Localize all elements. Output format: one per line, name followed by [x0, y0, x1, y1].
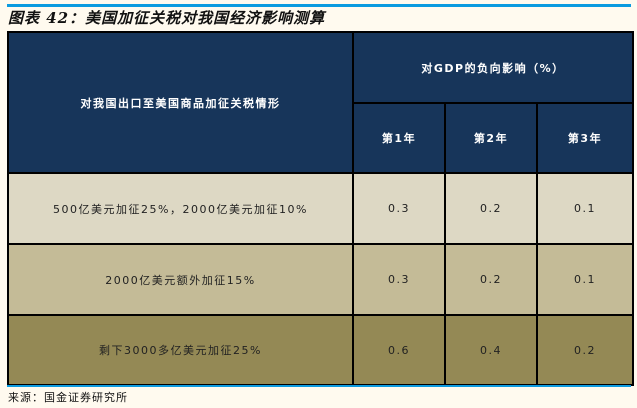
- table-row: 剩下3000多亿美元加征25% 0.6 0.4 0.2: [7, 314, 634, 386]
- gdp-impact-group-header: 对GDP的负向影响（%）: [352, 31, 634, 104]
- scenario-header: 对我国出口至美国商品加征关税情形: [7, 31, 354, 174]
- value-cell: 0.3: [352, 172, 446, 245]
- value-cell: 0.3: [352, 243, 446, 316]
- scenario-cell: 500亿美元加征25%，2000亿美元加征10%: [7, 172, 354, 245]
- value-cell: 0.4: [444, 314, 538, 386]
- gdp-impact-table: 对我国出口至美国商品加征关税情形 对GDP的负向影响（%） 第1年 第2年 第3…: [7, 31, 634, 386]
- bottom-accent-line: [7, 385, 631, 387]
- top-accent-line: [7, 4, 631, 7]
- scenario-cell: 剩下3000多亿美元加征25%: [7, 314, 354, 386]
- value-cell: 0.1: [536, 243, 634, 316]
- table-row: 500亿美元加征25%，2000亿美元加征10% 0.3 0.2 0.1: [7, 172, 634, 245]
- column-header-year-1: 第1年: [352, 102, 446, 174]
- column-header-year-3: 第3年: [536, 102, 634, 174]
- column-header-year-2: 第2年: [444, 102, 538, 174]
- value-cell: 0.1: [536, 172, 634, 245]
- value-cell: 0.2: [536, 314, 634, 386]
- value-cell: 0.2: [444, 172, 538, 245]
- table-row: 2000亿美元额外加征15% 0.3 0.2 0.1: [7, 243, 634, 316]
- figure-title: 图表 42：美国加征关税对我国经济影响测算: [8, 9, 326, 27]
- value-cell: 0.6: [352, 314, 446, 386]
- source-note: 来源：国金证券研究所: [8, 391, 128, 404]
- value-cell: 0.2: [444, 243, 538, 316]
- scenario-cell: 2000亿美元额外加征15%: [7, 243, 354, 316]
